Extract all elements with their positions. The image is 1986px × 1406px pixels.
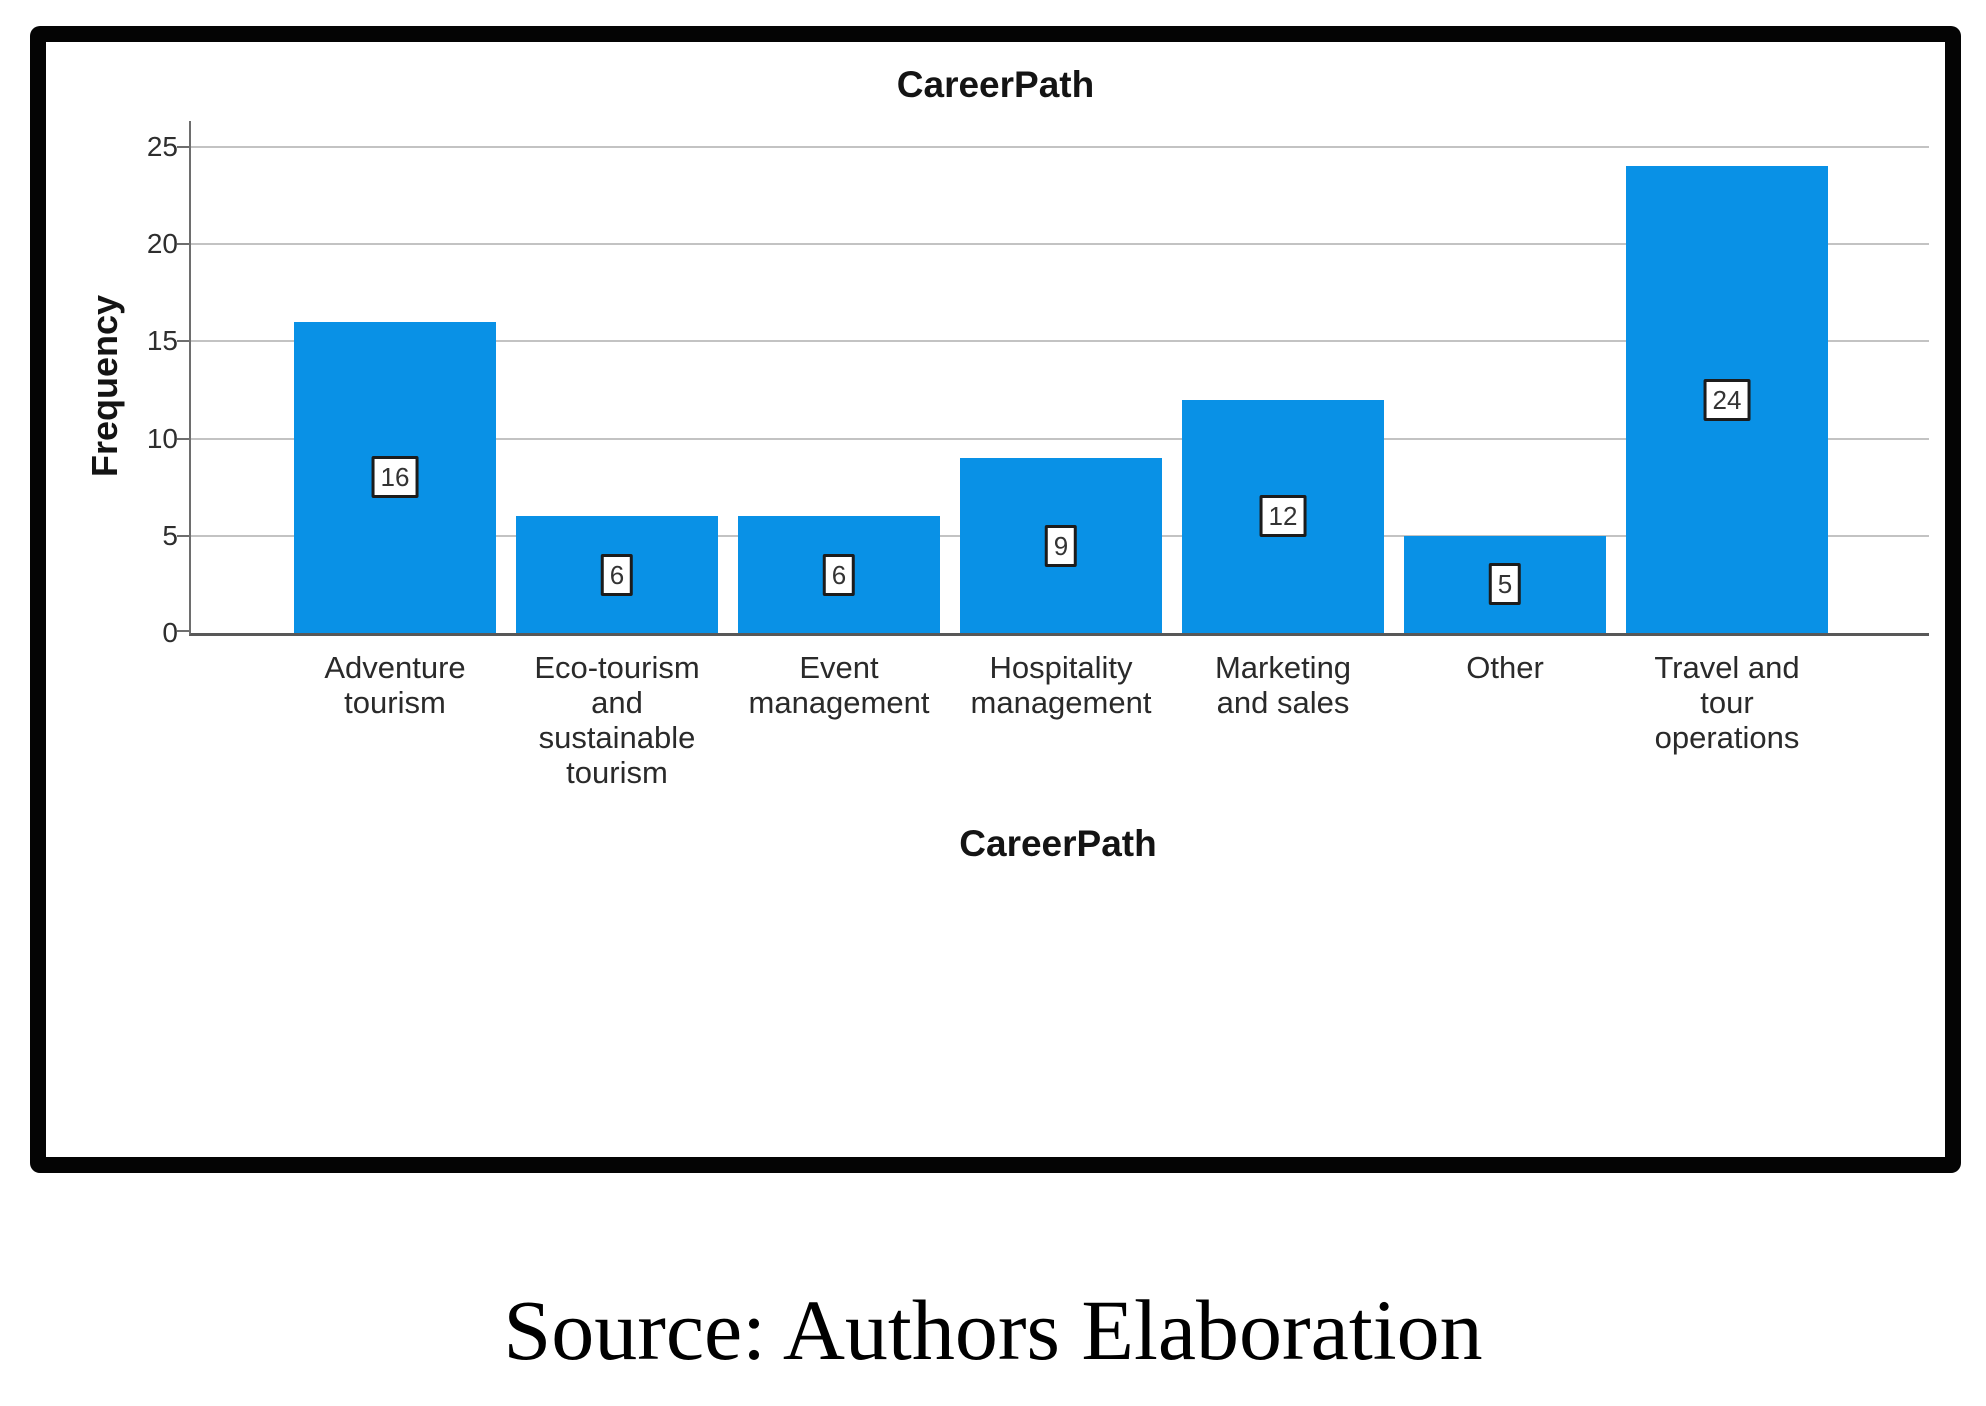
y-tick-mark [177, 146, 191, 148]
chart-title: CareerPath [896, 64, 1095, 105]
category-label-other: Other [1466, 650, 1544, 685]
y-tick-label: 20 [146, 228, 178, 259]
category-label-eco-tourism-and-sustainable-tourism: Eco-tourism and sustainable tourism [534, 650, 700, 790]
y-tick-label: 0 [162, 617, 178, 648]
y-tick-mark [177, 438, 191, 440]
gridline [191, 340, 1929, 342]
y-tick-mark [177, 243, 191, 245]
y-tick-mark [177, 340, 191, 342]
category-label-adventure-tourism: Adventure tourism [324, 650, 466, 720]
bar-value-label: 24 [1703, 379, 1751, 421]
source-caption: Source: Authors Elaboration [503, 1282, 1483, 1378]
gridline [191, 243, 1929, 245]
plot-area: 0 5 10 15 20 25 16 Adventure tourism 6 Eco-touris… [147, 121, 1929, 790]
bar-value-label: 16 [371, 456, 419, 498]
x-axis-title: CareerPath [959, 823, 1157, 864]
bar-value-label: 6 [822, 554, 856, 596]
bar-value-label: 12 [1259, 495, 1307, 537]
y-tick-label: 5 [162, 520, 178, 551]
bar-value-label: 9 [1044, 525, 1078, 567]
y-tick-label: 15 [146, 325, 178, 356]
category-label-travel-and-tour-operations: Travel and tour operations [1654, 650, 1800, 755]
bar-value-label: 6 [600, 554, 634, 596]
y-tick-mark [177, 630, 191, 632]
gridline [191, 438, 1929, 440]
bar-value-label: 5 [1488, 563, 1522, 605]
category-label-event-management: Event management [748, 650, 930, 720]
y-tick-label: 25 [146, 131, 178, 162]
y-tick-mark [177, 535, 191, 537]
category-label-hospitality-management: Hospitality management [970, 650, 1152, 720]
y-tick-label: 10 [146, 423, 178, 454]
category-label-marketing-and-sales: Marketing and sales [1214, 650, 1352, 720]
gridline [191, 146, 1929, 148]
